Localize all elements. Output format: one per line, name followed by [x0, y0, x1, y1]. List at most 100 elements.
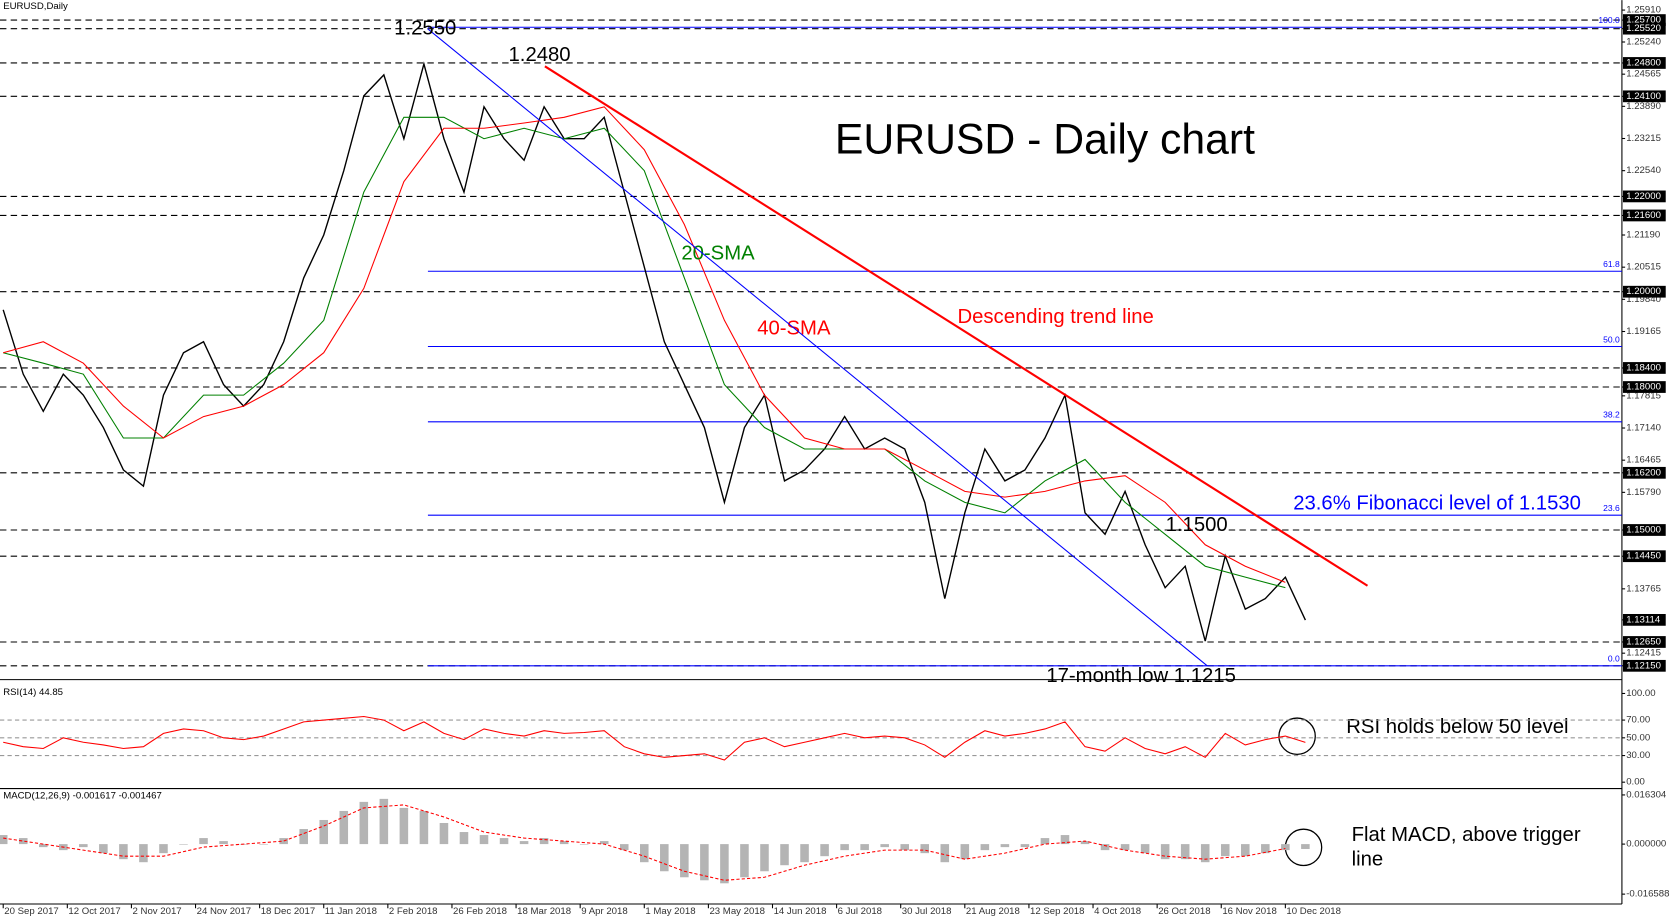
y-tick-label: 1.25910	[1626, 5, 1661, 16]
macd-bar	[1020, 844, 1030, 848]
level-box	[1622, 362, 1666, 374]
y-tick-label: 0.016304	[1626, 789, 1667, 800]
trend-line	[544, 65, 1369, 587]
y-tick-label: 0.000000	[1626, 839, 1666, 850]
macd-bar	[179, 844, 188, 845]
x-tick-label: 2 Feb 2018	[389, 906, 438, 917]
macd-bar	[900, 844, 909, 851]
macd-bar	[860, 844, 869, 851]
macd-bar	[660, 844, 669, 872]
chart-title: EURUSD - Daily chart	[835, 115, 1255, 163]
x-tick-label: 12 Sep 2018	[1030, 906, 1085, 917]
y-tick-label: 1.15000	[1626, 525, 1661, 536]
macd-bar	[99, 844, 108, 854]
fibonacci-label: 100.0	[1598, 15, 1620, 25]
macd-bar	[199, 838, 208, 845]
macd-bar	[399, 807, 409, 845]
macd-bar	[1160, 844, 1170, 860]
moving-average	[3, 116, 1286, 589]
macd-bar	[960, 844, 970, 860]
macd-bar	[1281, 844, 1290, 851]
y-tick-label: 1.24800	[1626, 57, 1661, 68]
level-box	[1622, 209, 1666, 222]
level-box	[1622, 524, 1666, 536]
macd-bar	[920, 844, 930, 854]
y-tick-label: 1.13765	[1626, 583, 1661, 594]
y-tick-label: 1.22540	[1626, 165, 1661, 176]
macd-label: MACD(12,26,9) -0.001617 -0.001467	[3, 791, 162, 802]
y-tick-label: 1.16200	[1626, 467, 1661, 478]
annotation: 1.1500	[1166, 514, 1228, 536]
x-tick-label: 2 Nov 2017	[132, 906, 181, 917]
macd-bar	[419, 810, 429, 845]
level-box	[1622, 285, 1666, 298]
macd-bar	[279, 838, 288, 845]
y-tick-label: 1.21600	[1626, 210, 1661, 221]
level-box	[1622, 22, 1666, 35]
macd-bar	[1120, 844, 1130, 851]
moving-average	[3, 106, 1286, 583]
price-line	[2, 61, 1307, 642]
x-tick-label: 18 Dec 2017	[261, 906, 316, 917]
macd-bar	[760, 844, 769, 872]
y-tick-label: 1.24565	[1626, 69, 1661, 80]
macd-bar	[940, 844, 950, 863]
level-box	[1622, 57, 1666, 69]
y-tick-label: 1.21190	[1626, 230, 1660, 241]
y-tick-label: 1.18400	[1626, 362, 1661, 373]
macd-bar	[1180, 844, 1190, 860]
macd-bar	[1241, 844, 1250, 857]
y-tick-label: 1.18000	[1626, 382, 1661, 393]
annotation: 17-month low 1.1215	[1046, 665, 1236, 687]
x-tick-label: 10 Dec 2018	[1286, 906, 1341, 917]
y-tick-label: 1.12150	[1626, 660, 1661, 671]
y-tick-label: 100.00	[1626, 688, 1655, 699]
rsi-note: RSI holds below 50 level	[1346, 716, 1568, 738]
macd-bar	[559, 841, 569, 845]
y-tick-label: 1.12415	[1626, 648, 1661, 659]
symbol-label: EURUSD,Daily	[3, 1, 68, 12]
level-box	[1622, 14, 1666, 26]
macd-bar	[499, 838, 509, 845]
y-tick-label: 1.19840	[1626, 294, 1661, 305]
macd-bar	[359, 801, 369, 845]
level-box	[1622, 659, 1666, 672]
macd-bar	[259, 844, 268, 845]
y-tick-label: 70.00	[1626, 715, 1650, 726]
macd-bar	[38, 844, 48, 848]
y-tick-label: 1.14450	[1626, 551, 1661, 562]
fibonacci-label: 23.6	[1603, 503, 1620, 513]
x-tick-label: 18 Mar 2018	[517, 906, 571, 917]
fibonacci-label: 61.8	[1603, 259, 1620, 269]
annotation: 1.2550	[394, 17, 456, 39]
y-tick-label: 1.25240	[1626, 37, 1661, 48]
level-box	[1622, 90, 1666, 103]
macd-bar	[1040, 838, 1050, 845]
trend-line-label: Descending trend line	[957, 306, 1153, 328]
macd-bar	[700, 844, 709, 881]
x-tick-label: 4 Oct 2018	[1094, 906, 1141, 917]
macd-bar	[800, 844, 809, 863]
y-tick-label: 1.13114	[1626, 614, 1661, 625]
x-tick-label: 20 Sep 2017	[4, 906, 59, 917]
y-tick-label: 30.00	[1626, 750, 1650, 761]
level-box	[1622, 381, 1666, 393]
level-box	[1622, 550, 1666, 563]
y-tick-label: 1.15790	[1626, 487, 1661, 498]
annotation: 1.2480	[509, 44, 571, 66]
trend-line	[427, 28, 1208, 667]
highlight-circle	[1278, 717, 1316, 756]
macd-bar	[980, 844, 990, 851]
fibonacci-note: 23.6% Fibonacci level of 1.1530	[1293, 493, 1581, 515]
macd-bar	[0, 835, 8, 845]
macd-bar	[1100, 844, 1110, 851]
macd-bar	[519, 841, 529, 845]
y-tick-label: 1.12650	[1626, 637, 1661, 648]
macd-bar	[780, 844, 789, 866]
x-tick-label: 11 Jan 2018	[325, 906, 377, 917]
y-tick-label: 1.17140	[1626, 423, 1661, 434]
x-tick-label: 9 Apr 2018	[581, 906, 627, 917]
macd-signal	[3, 804, 1286, 881]
x-tick-label: 23 May 2018	[709, 906, 765, 917]
y-tick-label: 1.19165	[1626, 326, 1661, 337]
